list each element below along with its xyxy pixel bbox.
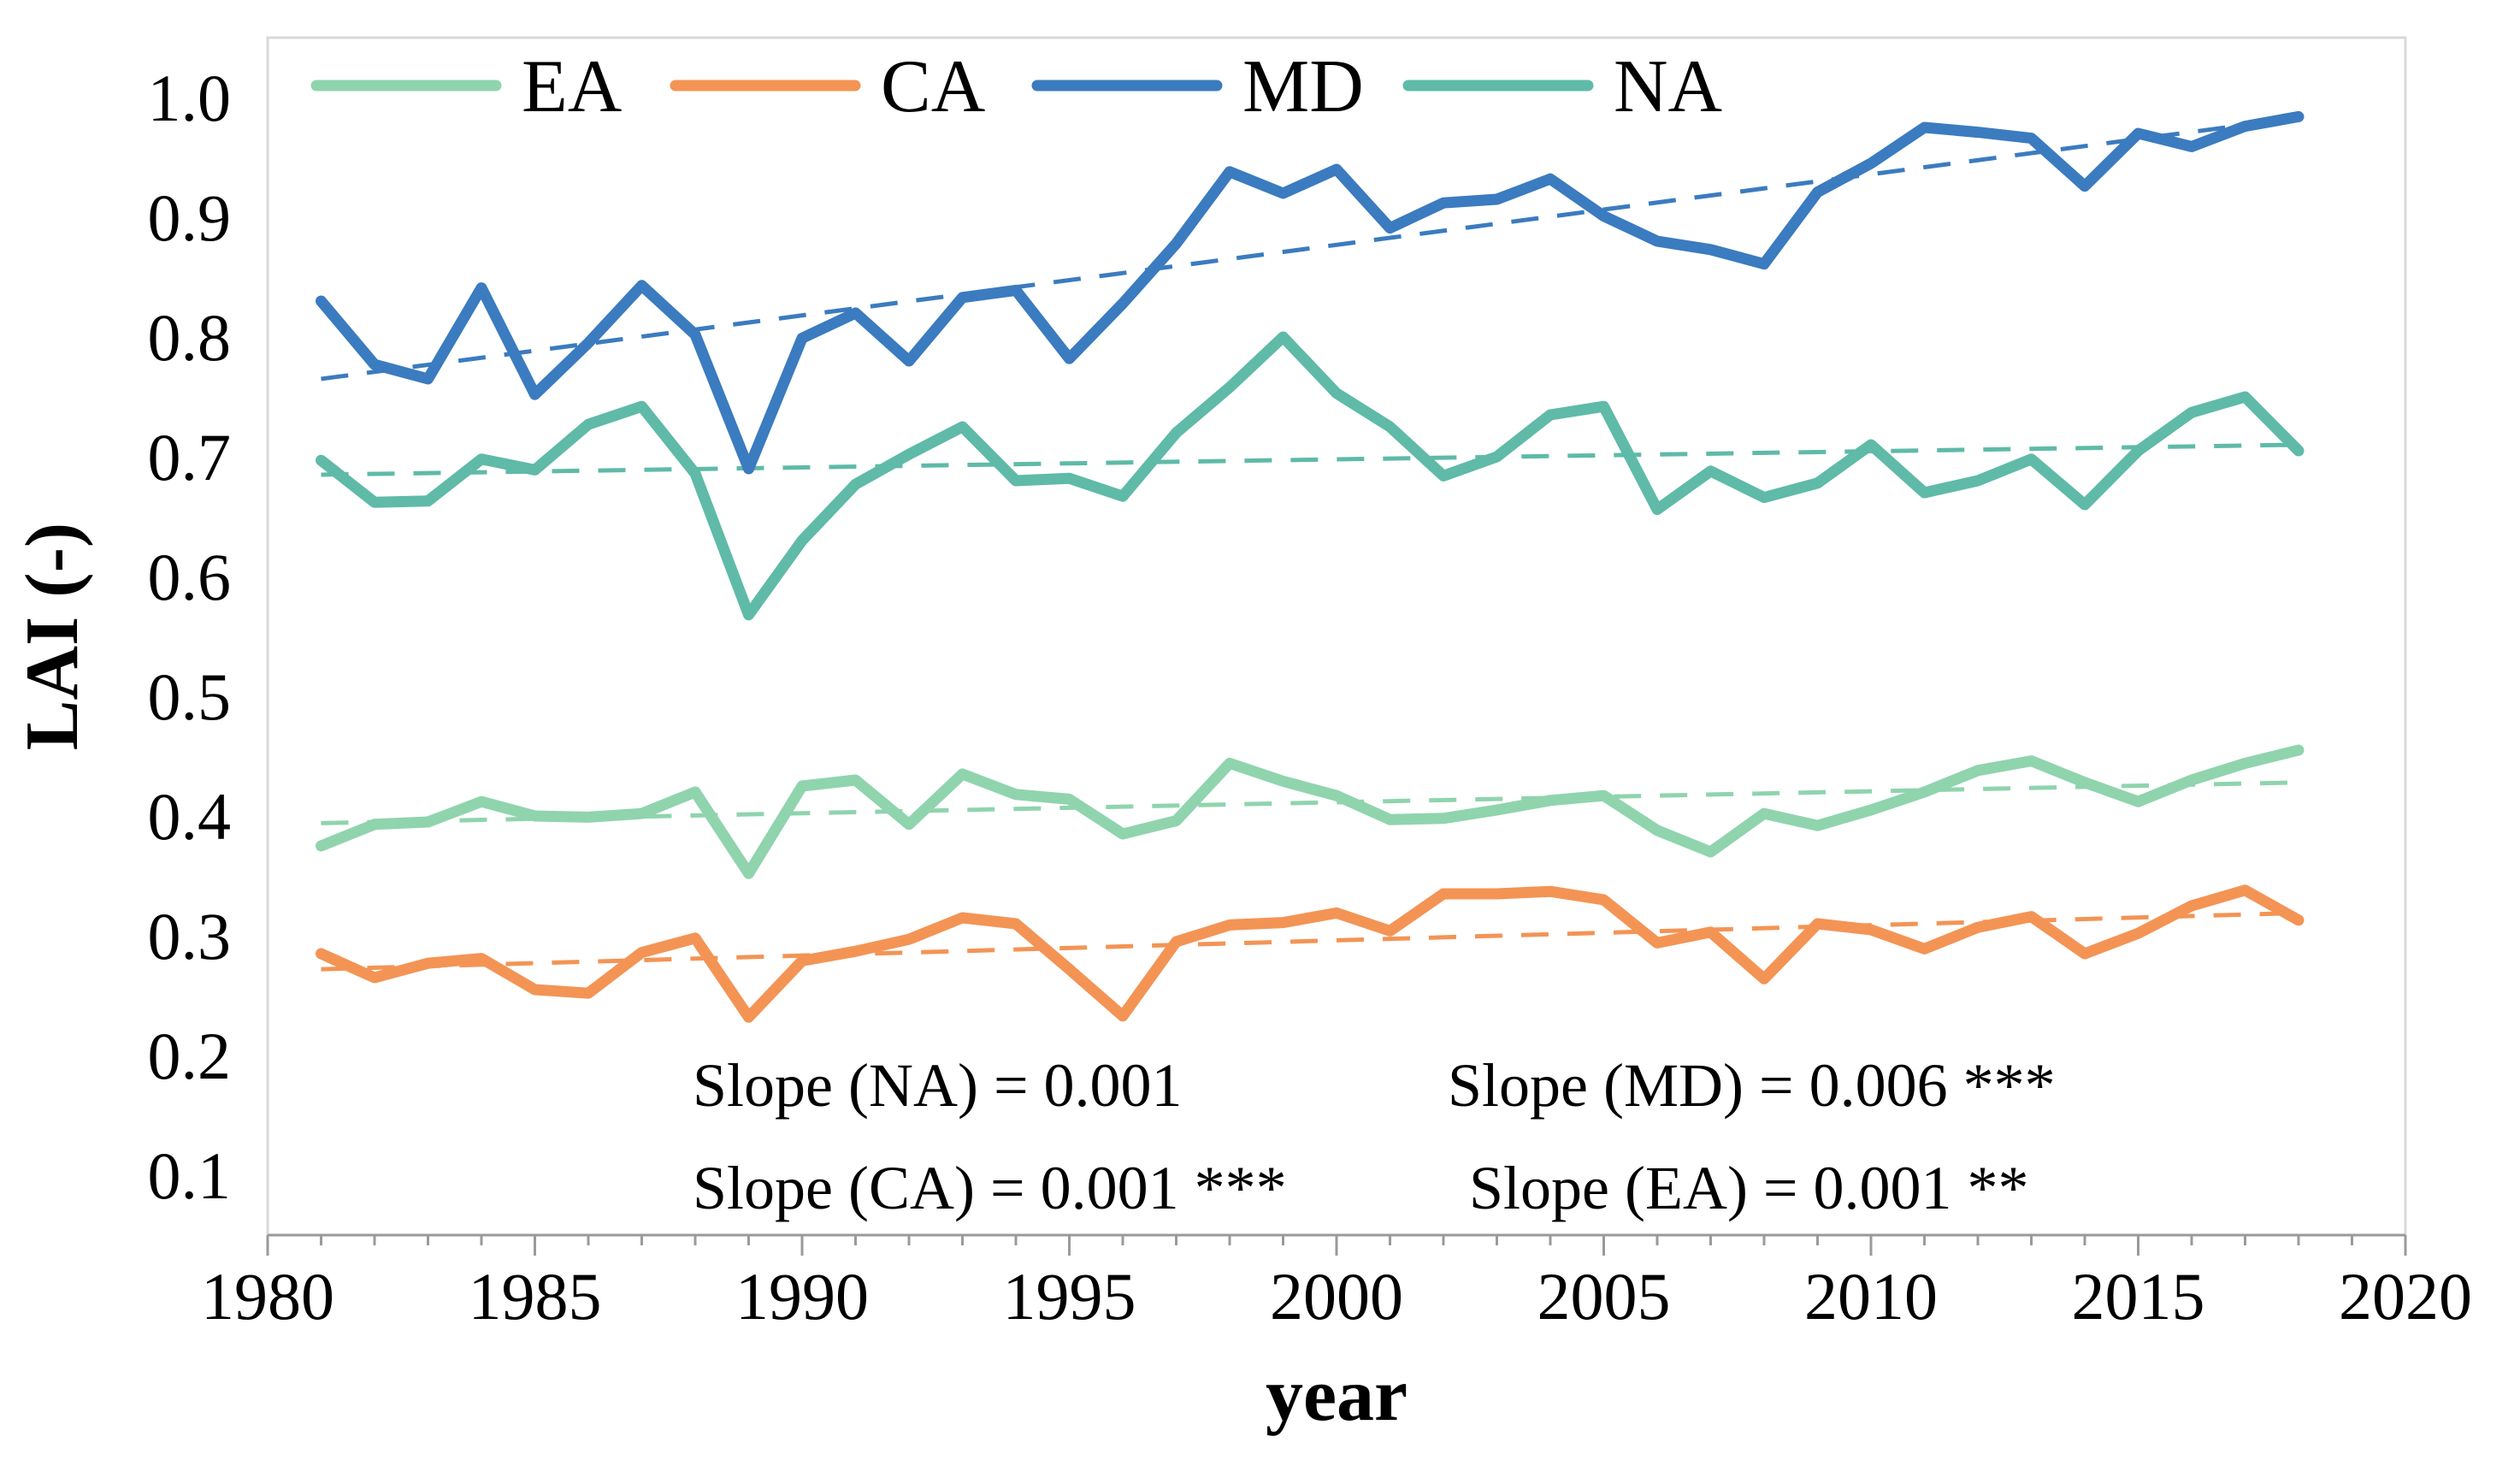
series-line-na bbox=[316, 331, 2305, 621]
y-tick-label: 0.3 bbox=[148, 899, 232, 973]
y-tick-label: 0.8 bbox=[148, 300, 232, 375]
slope-annotation-ea: Slope (EA) = 0.001 ** bbox=[1469, 1154, 2029, 1222]
series-line-md bbox=[316, 110, 2305, 475]
x-tick-label: 2010 bbox=[1804, 1259, 1938, 1333]
x-tick-label: 1980 bbox=[201, 1259, 334, 1333]
legend-label-md: MD bbox=[1242, 45, 1364, 128]
series-lines bbox=[316, 110, 2305, 1023]
plot-frame bbox=[266, 36, 2407, 1237]
y-tick-label: 1.0 bbox=[148, 61, 232, 135]
axis-ticks: 1980 1985 1990 1995 2000 2005 2010 2015 2020 0.1 0… bbox=[148, 61, 2473, 1333]
trend-line-na bbox=[321, 442, 2299, 477]
slope-annotation-na: Slope (NA) = 0.001 bbox=[693, 1051, 1183, 1120]
x-tick-label: 2020 bbox=[2339, 1259, 2472, 1333]
trend-line-ea bbox=[321, 780, 2299, 825]
y-tick-label: 0.2 bbox=[148, 1019, 232, 1093]
trend-line-md bbox=[321, 115, 2299, 381]
legend-label-ea: EA bbox=[522, 45, 622, 128]
x-tick-label: 1985 bbox=[469, 1259, 602, 1333]
x-tick-label: 1990 bbox=[735, 1259, 869, 1333]
legend-label-na: NA bbox=[1614, 45, 1722, 128]
y-tick-label: 0.4 bbox=[148, 779, 232, 854]
x-tick-label: 2015 bbox=[2072, 1259, 2205, 1333]
slope-annotation-md: Slope (MD) = 0.006 *** bbox=[1448, 1051, 2056, 1120]
y-tick-label: 0.9 bbox=[148, 180, 232, 255]
legend: EA CA MD NA bbox=[310, 45, 1722, 128]
slope-annotation-ca: Slope (CA) = 0.001 *** bbox=[693, 1154, 1287, 1222]
series-line-ea bbox=[316, 744, 2305, 879]
x-axis-title: year bbox=[1266, 1354, 1408, 1437]
y-tick-label: 0.7 bbox=[148, 420, 232, 494]
trend-line-ca bbox=[321, 910, 2299, 972]
x-tick-label: 1995 bbox=[1003, 1259, 1136, 1333]
y-axis-title: LAI (-) bbox=[11, 523, 94, 750]
trend-lines bbox=[321, 115, 2299, 972]
x-tick-label: 2000 bbox=[1270, 1259, 1403, 1333]
y-tick-label: 0.6 bbox=[148, 540, 232, 614]
legend-label-ca: CA bbox=[881, 45, 985, 128]
x-tick-label: 2005 bbox=[1537, 1259, 1671, 1333]
y-tick-label: 0.1 bbox=[148, 1138, 232, 1213]
y-tick-label: 0.5 bbox=[148, 659, 232, 734]
series-line-ca bbox=[316, 884, 2305, 1023]
